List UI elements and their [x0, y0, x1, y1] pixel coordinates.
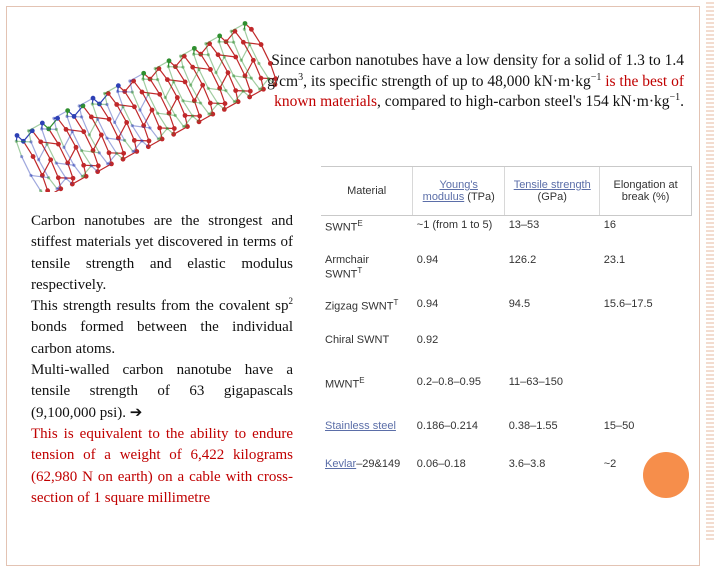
material-name: Armchair SWNT: [325, 253, 370, 281]
young-modulus-link[interactable]: Young's modulus: [422, 179, 478, 203]
table-row: Kevlar–29&149 0.06–0.18 3.6–3.8 ~2: [321, 455, 692, 495]
cell-elongation: 15–50: [603, 419, 635, 432]
material-footnote: E: [357, 219, 363, 228]
cell-material: Zigzag SWNTT: [321, 295, 413, 331]
cell-material: Kevlar–29&149: [321, 455, 413, 495]
material-name[interactable]: Stainless steel: [325, 419, 396, 432]
nanotube-illustration: [14, 21, 279, 192]
cell-material: Armchair SWNTT: [321, 251, 413, 295]
body-paragraph-4: This is equivalent to the ability to end…: [31, 425, 293, 506]
decorative-dot: [643, 452, 689, 498]
header-young: Young's modulus (TPa): [412, 166, 505, 216]
material-footnote: E: [359, 375, 365, 385]
intro-sup-b: −1: [590, 71, 602, 83]
nanotube-lattice: [14, 21, 279, 192]
body-paragraph-1: Carbon nanotubes are the strongest and s…: [31, 213, 293, 293]
tensile-strength-link[interactable]: Tensile strength: [513, 179, 591, 191]
cell-tensile-strength: 11–63–150: [508, 375, 563, 388]
intro-text-b: , its specific strength of up to 48,000 …: [303, 72, 591, 90]
material-footnote: T: [393, 297, 399, 307]
material-suffix: –29&149: [356, 457, 401, 470]
decorative-stripe: [706, 0, 714, 540]
table-row: Zigzag SWNTT 0.94 94.5 15.6–17.5: [321, 295, 692, 331]
intro-text-c: , compared to high-carbon steel's 154 kN…: [377, 93, 670, 110]
table-row: SWNTE ~1 (from 1 to 5) 13–53 16: [321, 216, 692, 251]
cell-material: MWNTE: [321, 373, 413, 417]
table-row: Stainless steel 0.186–0.214 0.38–1.55 15–50: [321, 417, 692, 455]
cell-elongation: ~2: [603, 457, 617, 470]
header-material: Material: [321, 166, 413, 216]
material-name: Chiral SWNT: [325, 333, 390, 346]
cell-material: SWNTE: [321, 216, 413, 251]
intro-sup-a: 3: [298, 71, 304, 83]
cell-elongation: [600, 373, 692, 417]
material-name: SWNT: [325, 221, 358, 234]
cell-tensile-strength: 3.6–3.8: [508, 457, 546, 470]
cell-young-modulus: ~1 (from 1 to 5): [416, 219, 493, 231]
intro-text-a: Since carbon nanotubes have a low densit…: [267, 52, 684, 90]
body-text: Carbon nanotubes are the strongest and s…: [31, 211, 293, 509]
intro-highlight: is the best of known materials: [274, 72, 684, 111]
cell-young-modulus: 0.06–0.18: [416, 457, 466, 470]
arrow-icon: ➔: [129, 404, 143, 421]
body-p2-sup: 2: [288, 296, 294, 307]
properties-table: Material Young's modulus (TPa) Tensile s…: [321, 166, 692, 495]
cell-elongation: 16: [603, 219, 616, 231]
intro-paragraph: Since carbon nanotubes have a low densit…: [244, 51, 684, 113]
header-young-unit: (TPa): [467, 191, 495, 203]
body-paragraph-3: Multi-walled carbon nanotube have a tens…: [31, 360, 293, 424]
cell-young-modulus: 0.94: [416, 253, 439, 266]
cell-material: Chiral SWNT: [321, 331, 413, 373]
table-row: Chiral SWNT 0.92: [321, 331, 692, 373]
cell-elongation: 15.6–17.5: [603, 297, 653, 310]
table-body: SWNTE ~1 (from 1 to 5) 13–53 16 Armchair SWN…: [321, 216, 692, 495]
cell-elongation: 23.1: [603, 253, 626, 266]
table-row: MWNTE 0.2–0.8–0.95 11–63–150: [321, 373, 692, 417]
material-name[interactable]: Kevlar: [325, 457, 357, 470]
header-tensile-unit: (GPa): [537, 191, 567, 203]
body-paragraph-2: This strength results from the covalent …: [31, 296, 293, 360]
cell-tensile-strength: 126.2: [508, 253, 537, 266]
cell-tensile-strength: 0.38–1.55: [508, 419, 558, 432]
header-tensile: Tensile strength (GPa): [504, 166, 600, 216]
cell-young-modulus: 0.92: [416, 333, 439, 346]
table-row: Armchair SWNTT 0.94 126.2 23.1: [321, 251, 692, 295]
cell-young-modulus: 0.2–0.8–0.95: [416, 375, 482, 388]
cell-elongation: [600, 331, 692, 373]
intro-sup-c: −1: [669, 91, 681, 103]
cell-tensile-strength: 13–53: [508, 219, 540, 231]
body-p2-b: bonds formed between the individual carb…: [31, 319, 293, 357]
intro-text-d: .: [680, 93, 684, 110]
cell-young-modulus: 0.186–0.214: [416, 419, 478, 432]
header-elongation: Elongation at break (%): [599, 166, 692, 216]
table-header-row: Material Young's modulus (TPa) Tensile s…: [321, 166, 692, 216]
body-p3-text: Multi-walled carbon nanotube have a tens…: [31, 362, 293, 421]
cell-tensile-strength: [505, 331, 600, 373]
material-name: MWNT: [325, 378, 360, 391]
material-name: Zigzag SWNT: [325, 300, 394, 313]
cell-tensile-strength: 94.5: [508, 297, 531, 310]
material-footnote: T: [357, 265, 363, 275]
cell-young-modulus: 0.94: [416, 297, 439, 310]
cell-material: Stainless steel: [321, 417, 413, 455]
body-p2-a: This strength results from the covalent …: [31, 298, 289, 315]
